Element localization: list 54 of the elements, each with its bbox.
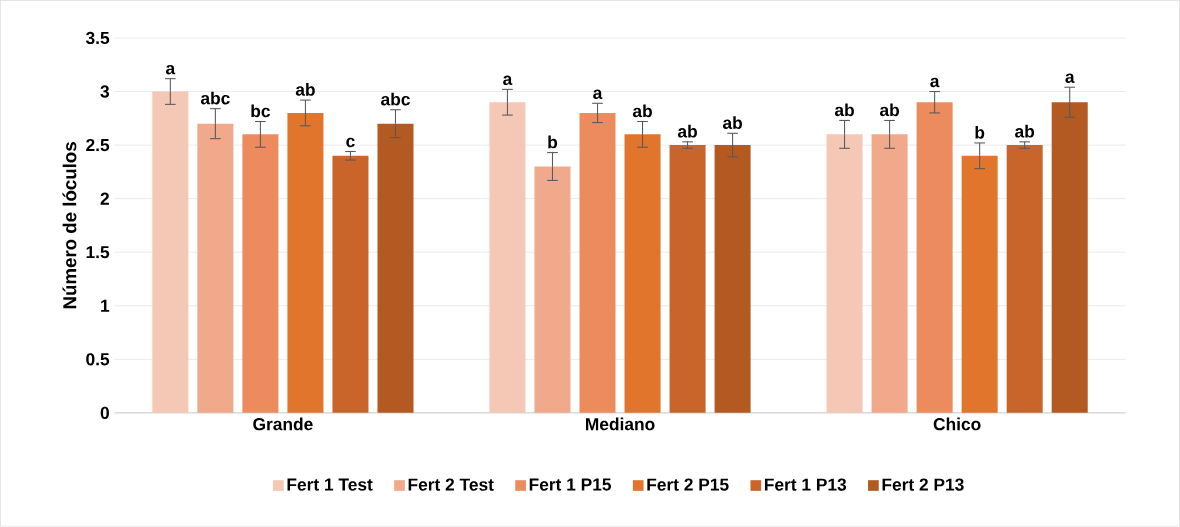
data-label: a <box>593 89 603 100</box>
bar <box>714 145 751 414</box>
y-tick-label: 3.5 <box>85 32 110 45</box>
data-label: abc <box>381 92 410 106</box>
bar <box>669 145 706 414</box>
data-label: abc <box>200 91 230 105</box>
bar <box>1006 145 1043 414</box>
data-label: a <box>1065 73 1075 84</box>
legend-label: Fert 2 P15 <box>647 478 729 491</box>
data-label: b <box>975 126 985 139</box>
bar <box>871 134 908 414</box>
y-tick-label: 0.5 <box>86 353 110 366</box>
data-label: c <box>346 137 355 148</box>
x-tick-label: Chico <box>933 417 981 431</box>
data-label: a <box>166 65 176 75</box>
y-tick-label: 0 <box>100 406 109 420</box>
bar <box>332 156 369 414</box>
data-label: bc <box>251 104 271 118</box>
legend-label: Fert 2 P13 <box>882 478 964 491</box>
data-label: b <box>548 135 558 149</box>
y-tick-label: 3 <box>100 85 110 98</box>
data-label: ab <box>632 104 652 118</box>
bar <box>1051 102 1088 414</box>
x-tick-label: Mediano <box>586 417 655 431</box>
y-tick-label: 2.5 <box>86 139 110 152</box>
bar <box>197 123 234 414</box>
data-label: ab <box>295 83 315 97</box>
y-tick-label: 1 <box>101 300 110 312</box>
legend-label: Fert 1 Test <box>287 478 373 491</box>
y-axis-title: Número de lóculos <box>62 142 77 309</box>
y-tick-label: 1.5 <box>86 246 110 259</box>
legend-label: Fert 2 Test <box>408 478 494 491</box>
y-tick-label: 2 <box>100 192 109 205</box>
legend-label: Fert 1 P13 <box>764 478 847 491</box>
bar <box>826 134 863 414</box>
data-label: ab <box>677 125 697 138</box>
bar <box>242 134 279 414</box>
legend-label: Fert 1 P15 <box>529 478 612 491</box>
x-tick-label: Grande <box>253 417 313 431</box>
bar <box>489 102 526 414</box>
data-label: ab <box>879 103 899 117</box>
bar <box>377 123 414 414</box>
bar <box>624 134 661 414</box>
data-label: ab <box>834 103 854 117</box>
bar <box>152 91 189 414</box>
data-label: a <box>503 75 513 86</box>
bar <box>961 156 998 414</box>
bar <box>287 113 324 414</box>
data-label: a <box>930 77 940 88</box>
bar <box>916 102 953 414</box>
data-label: ab <box>1015 125 1035 138</box>
bar <box>579 113 616 414</box>
bar <box>534 166 571 414</box>
data-label: ab <box>722 116 742 130</box>
